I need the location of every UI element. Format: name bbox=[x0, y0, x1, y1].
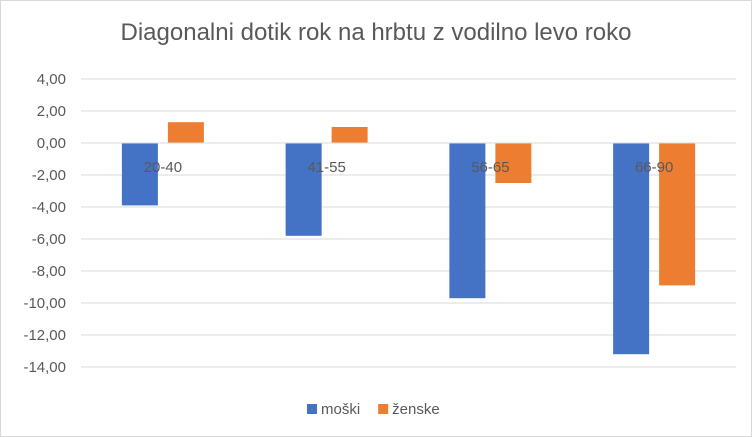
bar-series-1 bbox=[613, 143, 650, 355]
y-tick-label: -12,00 bbox=[23, 327, 66, 344]
legend-label: moški bbox=[321, 401, 360, 418]
category-label: 41-55 bbox=[307, 159, 345, 176]
y-tick-label: -10,00 bbox=[23, 295, 66, 312]
y-tick-label: -4,00 bbox=[32, 199, 66, 216]
bar-series-2 bbox=[495, 143, 532, 183]
y-tick-label: -14,00 bbox=[23, 359, 66, 376]
category-label: 66-90 bbox=[635, 159, 673, 176]
y-tick-label: 0,00 bbox=[37, 135, 66, 152]
bar-series-2 bbox=[331, 127, 368, 143]
bar-series-1 bbox=[449, 143, 486, 299]
bar-series-2 bbox=[167, 122, 204, 143]
category-label: 56-65 bbox=[471, 159, 509, 176]
y-tick-label: -6,00 bbox=[32, 231, 66, 248]
category-label: 20-40 bbox=[144, 159, 182, 176]
y-tick-label: -8,00 bbox=[32, 263, 66, 280]
y-tick-label: 2,00 bbox=[37, 103, 66, 120]
legend-swatch bbox=[307, 404, 317, 414]
y-tick-label: -2,00 bbox=[32, 167, 66, 184]
y-tick-label: 4,00 bbox=[37, 71, 66, 88]
legend-label: ženske bbox=[392, 401, 440, 418]
chart-title: Diagonalni dotik rok na hrbtu z vodilno … bbox=[120, 19, 632, 46]
bar-series-1 bbox=[285, 143, 322, 236]
legend-swatch bbox=[378, 404, 389, 414]
bar-series-2 bbox=[659, 143, 696, 286]
bar-series-1 bbox=[121, 143, 158, 206]
